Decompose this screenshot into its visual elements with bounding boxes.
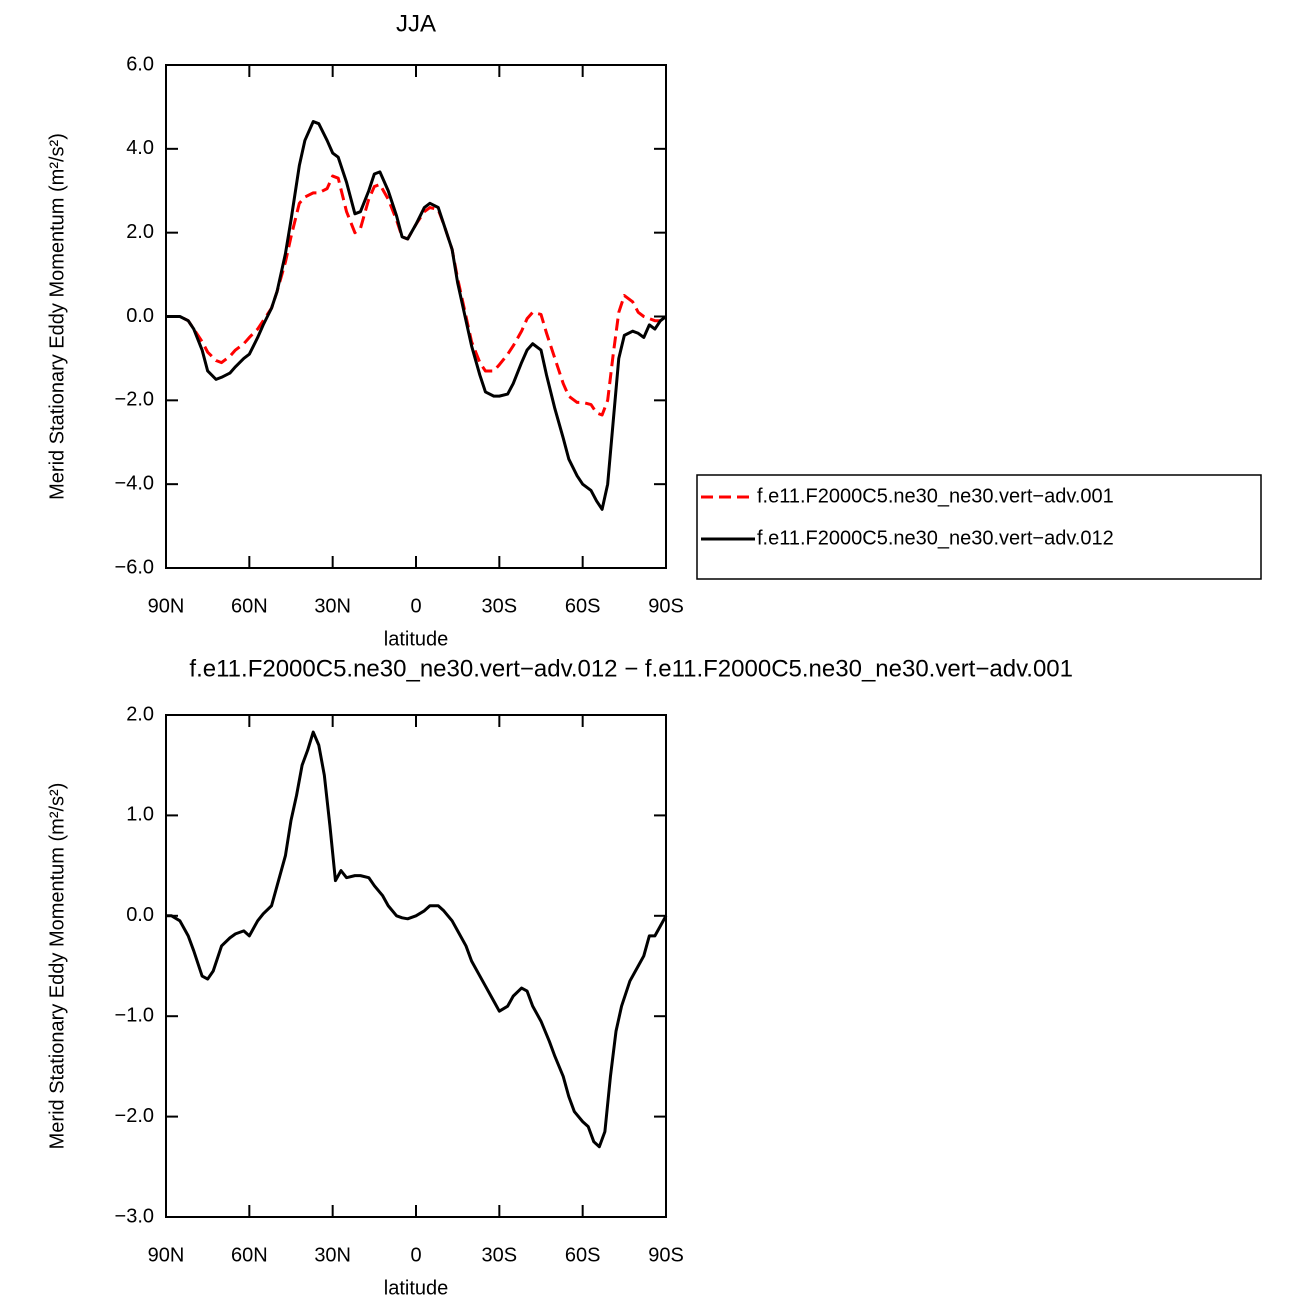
- y-tick-label: 0.0: [126, 305, 154, 327]
- x-tick-label: 0: [410, 1244, 421, 1266]
- y-tick-label: −1.0: [115, 1004, 154, 1026]
- y-tick-label: 2.0: [126, 221, 154, 243]
- data-line: [166, 120, 667, 511]
- x-tick-label: 60S: [565, 1244, 601, 1266]
- y-tick-label: −6.0: [115, 556, 154, 578]
- y-tick-label: 6.0: [126, 53, 154, 75]
- y-axis-label: Merid Stationary Eddy Momentum (m²/s²): [46, 783, 68, 1150]
- legend-label: f.e11.F2000C5.ne30_ne30.vert−adv.012: [757, 527, 1114, 549]
- x-tick-label: 0: [410, 595, 421, 617]
- x-tick-label: 30S: [482, 595, 518, 617]
- data-line: [166, 174, 667, 417]
- y-tick-label: −2.0: [115, 389, 154, 411]
- plot-frame: [165, 64, 667, 569]
- x-tick-label: 90N: [148, 1244, 185, 1266]
- y-tick-label: 4.0: [126, 137, 154, 159]
- data-line: [166, 730, 668, 1149]
- y-tick-label: −3.0: [115, 1205, 154, 1227]
- x-axis-label: latitude: [384, 628, 449, 650]
- y-tick-label: 2.0: [126, 703, 154, 725]
- x-tick-label: 60S: [565, 595, 601, 617]
- x-tick-label: 30S: [482, 1244, 518, 1266]
- y-tick-label: −2.0: [115, 1105, 154, 1127]
- legend-box: [696, 474, 1262, 580]
- legend-label: f.e11.F2000C5.ne30_ne30.vert−adv.001: [757, 485, 1114, 507]
- x-tick-label: 30N: [314, 595, 351, 617]
- x-tick-label: 90S: [648, 595, 684, 617]
- y-tick-label: −4.0: [115, 472, 154, 494]
- chart-title: f.e11.F2000C5.ne30_ne30.vert−adv.012 − f…: [189, 655, 1073, 682]
- x-tick-label: 60N: [231, 595, 268, 617]
- y-tick-label: 1.0: [126, 804, 154, 826]
- x-tick-label: 30N: [314, 1244, 351, 1266]
- y-axis-label: Merid Stationary Eddy Momentum (m²/s²): [46, 133, 68, 500]
- x-tick-label: 90N: [148, 595, 185, 617]
- x-axis-label: latitude: [384, 1277, 449, 1299]
- chart-title: JJA: [396, 10, 436, 37]
- y-tick-label: 0.0: [126, 904, 154, 926]
- x-tick-label: 60N: [231, 1244, 268, 1266]
- x-tick-label: 90S: [648, 1244, 684, 1266]
- plot-frame: [165, 714, 667, 1218]
